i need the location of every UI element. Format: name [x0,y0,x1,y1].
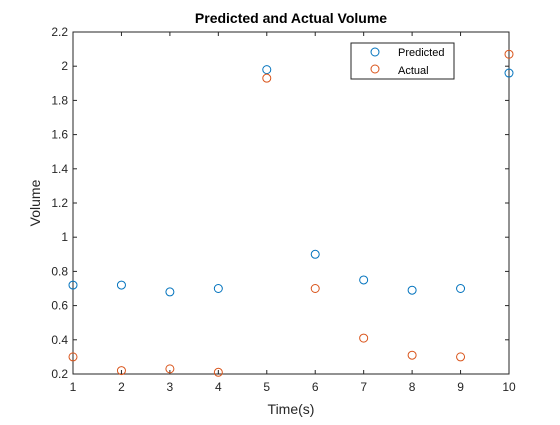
point-actual [116,366,126,376]
point-actual [359,333,369,343]
y-tick-label: 0.4 [51,333,68,347]
x-tick-label: 9 [457,380,464,394]
axes: 1 2 3 4 5 6 7 8 9 10 0.2 0.4 0.6 0.8 1 1.2 1.4 1.6 1.8 2 2.2 [51,25,516,394]
y-tick-label: 1.6 [51,128,68,142]
chart-title: Predicted and Actual Volume [195,10,387,26]
point-actual [213,367,223,377]
legend-label-predicted: Predicted [398,47,444,59]
legend-label-actual: Actual [398,65,429,77]
plot-area [73,32,509,374]
x-tick-label: 7 [360,380,367,394]
x-tick-label: 8 [409,380,416,394]
legend-marker-actual [370,64,380,74]
y-tick-label: 1.2 [51,196,68,210]
x-tick-label: 4 [215,380,222,394]
y-tick-label: 0.8 [51,264,68,278]
x-tick-label: 3 [167,380,174,394]
point-predicted [456,284,466,293]
point-predicted [262,65,272,75]
y-tick-label: 0.2 [51,367,68,381]
point-actual [68,352,78,362]
point-predicted [116,280,126,290]
point-actual [504,49,514,59]
point-predicted [310,249,320,259]
x-tick-label: 10 [502,380,516,394]
point-predicted [213,284,223,293]
y-tick-label: 2 [61,59,68,73]
point-actual [456,352,466,362]
point-actual [262,73,272,83]
y-tick-label: 1.4 [51,162,68,176]
y-tick-label: 2.2 [51,25,68,39]
legend: Predicted Actual [350,42,455,80]
y-axis-label: Volume [27,179,43,226]
point-predicted [165,287,175,297]
point-actual [310,284,320,293]
x-tick-label: 1 [70,380,77,394]
x-axis-label: Time(s) [268,401,315,417]
y-tick-label: 1 [61,230,68,244]
point-predicted [68,280,78,290]
point-predicted [359,275,369,285]
point-actual [165,364,175,374]
x-tick-label: 5 [263,380,270,394]
legend-marker-predicted [370,47,380,57]
point-predicted [407,285,417,295]
y-tick-label: 0.6 [51,299,68,313]
legend-box [350,42,455,80]
x-tick-label: 6 [312,380,319,394]
point-actual [407,350,417,360]
point-predicted [504,68,514,78]
x-tick-label: 2 [118,380,125,394]
data-points [68,49,514,377]
y-tick-label: 1.8 [51,93,68,107]
